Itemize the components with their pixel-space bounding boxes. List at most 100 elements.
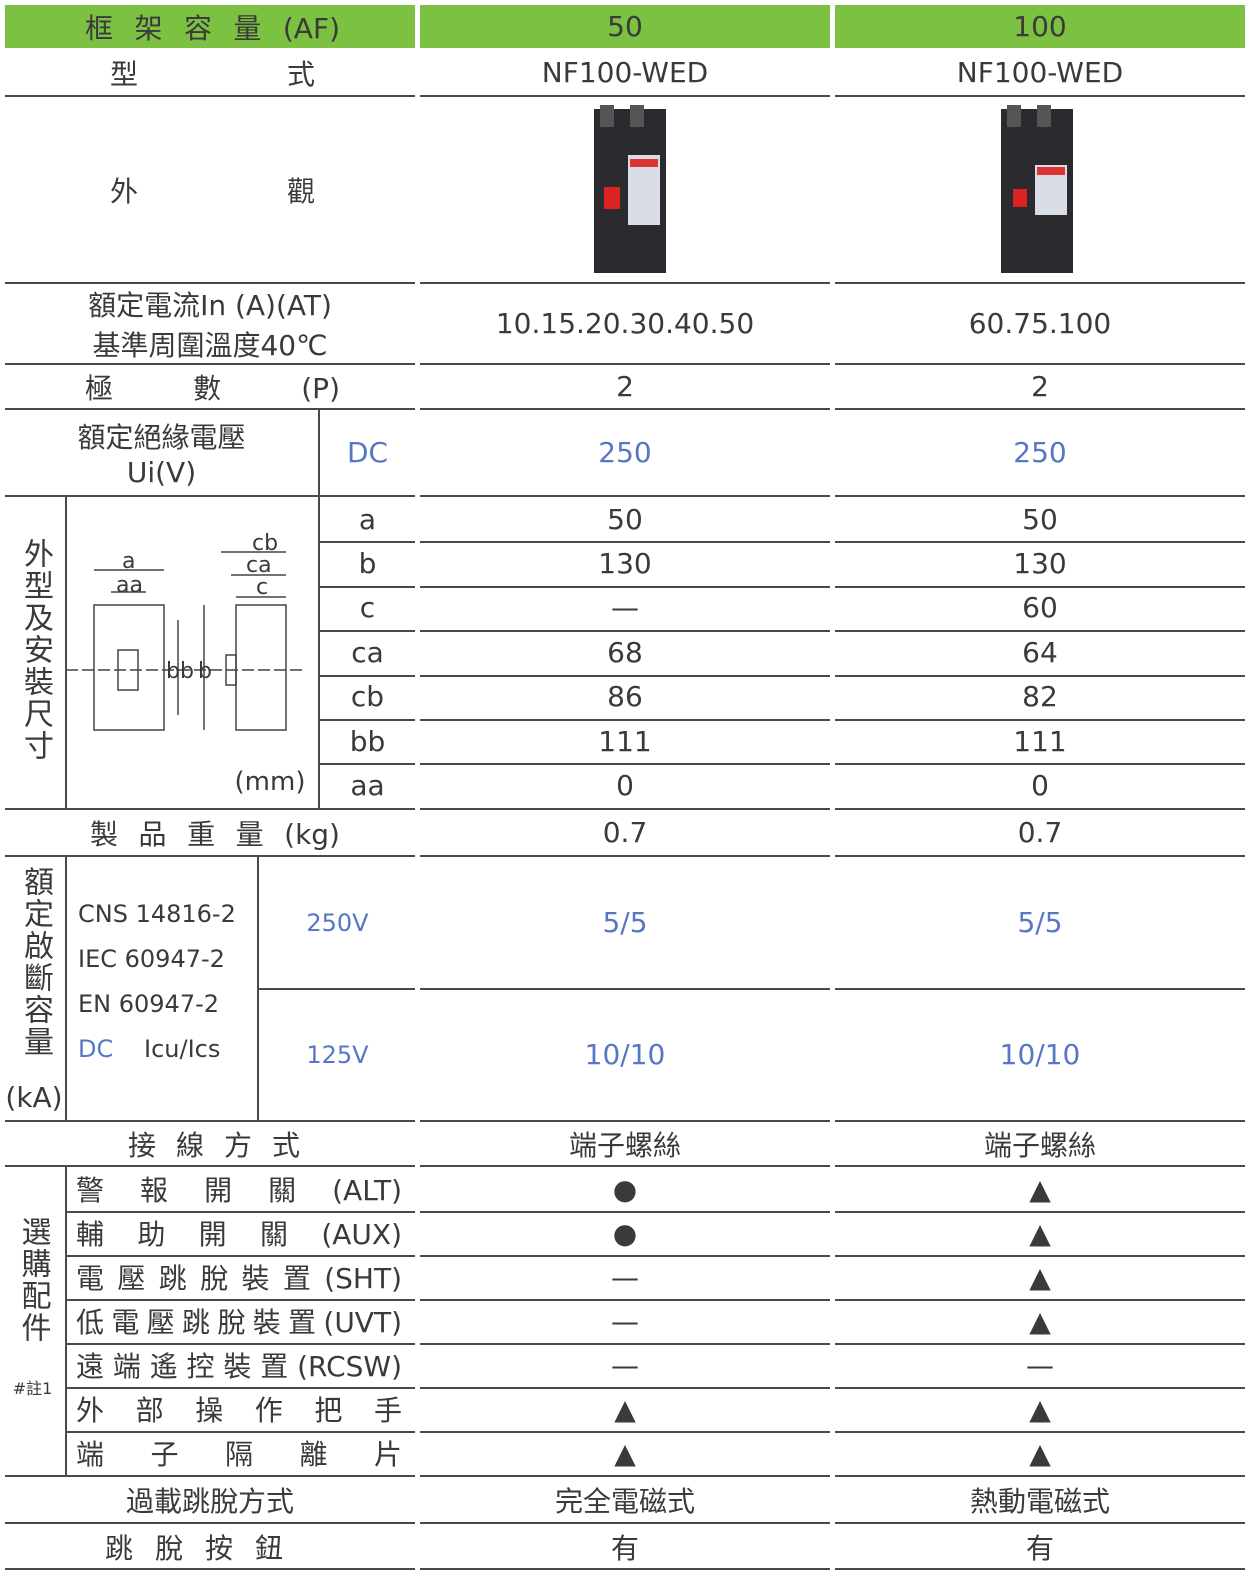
row-label-text: 外 部 操 作 把 手	[76, 1394, 402, 1427]
ratio-label: Icu/Ics	[144, 1027, 254, 1071]
value-text: 50	[1022, 502, 1058, 536]
value-text: 0.7	[1017, 816, 1063, 849]
rule	[420, 1568, 830, 1570]
value: NF100-WED	[420, 50, 830, 95]
rule	[5, 808, 415, 810]
value: 10/10	[835, 989, 1245, 1120]
rule	[420, 495, 830, 497]
row-label: 額定電流In (A)(AT) 基準周圍溫度40℃	[5, 285, 415, 362]
row-label-text: 輔 助 開 關 (AUX)	[76, 1218, 402, 1251]
unit: (mm)	[230, 760, 310, 804]
value-text: 5/5	[602, 906, 648, 939]
value-text: 60.75.100	[968, 307, 1112, 340]
label-line: Ui(V)	[126, 456, 197, 489]
row-label: 外 觀	[110, 97, 315, 282]
unit-text: (kA)	[5, 1080, 63, 1114]
value: NF100-WED	[835, 50, 1245, 95]
rule	[835, 1343, 1245, 1345]
value: 86	[420, 675, 830, 719]
rule	[420, 763, 830, 766]
vertical-label: 外型及安裝尺寸	[5, 500, 65, 800]
value: 60.75.100	[835, 285, 1245, 362]
rule	[66, 1343, 415, 1345]
value: 0	[835, 763, 1245, 807]
rule	[420, 630, 830, 633]
rule	[835, 674, 1245, 677]
value-text: 60	[1022, 591, 1058, 625]
rule	[420, 541, 830, 544]
divider	[65, 1167, 67, 1475]
rule	[835, 495, 1245, 497]
rule	[835, 1522, 1245, 1524]
rule	[420, 1431, 830, 1433]
value-text: ●	[612, 1172, 638, 1206]
sub-label: b	[320, 541, 415, 585]
rule	[835, 855, 1245, 857]
value: ▲	[835, 1255, 1245, 1299]
row-label-text: 框 架 容 量 (AF)	[85, 11, 340, 45]
value: 68	[420, 630, 830, 674]
rule	[420, 1343, 830, 1345]
value: —	[420, 586, 830, 630]
value: ▲	[835, 1167, 1245, 1211]
sub-label: cb	[320, 675, 415, 719]
rule	[835, 408, 1245, 410]
value: 50	[420, 497, 830, 541]
rule	[5, 95, 415, 97]
voltage-text: 250V	[306, 908, 369, 937]
value-text: 5/5	[1017, 906, 1063, 939]
rule	[420, 282, 830, 284]
rule	[5, 855, 415, 857]
rule	[835, 1120, 1245, 1122]
rule	[835, 95, 1245, 97]
value-text: —	[611, 1260, 639, 1294]
row-label-text: 過載跳脫方式	[125, 1485, 294, 1518]
rule	[420, 808, 830, 810]
ratio-label-text: Icu/Ics	[144, 1035, 221, 1063]
row-label: 低電壓跳脫裝置(UVT)	[76, 1299, 402, 1343]
rule	[835, 1568, 1245, 1570]
rule	[5, 408, 415, 410]
value: 100	[835, 5, 1245, 48]
value: —	[420, 1299, 830, 1343]
row-label: 型 式	[110, 50, 315, 95]
dim-label: a	[122, 549, 135, 574]
rule	[66, 1255, 415, 1257]
rule	[835, 1299, 1245, 1301]
vertical-label-text: 選購配件	[15, 1216, 51, 1344]
value: 10.15.20.30.40.50	[420, 285, 830, 362]
value-text: ▲	[1029, 1436, 1051, 1470]
row-label-text: 外 觀	[110, 174, 315, 208]
row-label: 端 子 隔 離 片	[76, 1431, 402, 1475]
row-label: 框 架 容 量 (AF)	[85, 5, 340, 48]
rule	[420, 1255, 830, 1257]
rule	[835, 585, 1245, 588]
sub-label-text: bb	[349, 724, 386, 758]
divider	[65, 497, 67, 808]
breaker-photo	[1001, 105, 1073, 273]
value-text: 68	[607, 635, 643, 669]
vertical-label: 選購配件	[5, 1210, 60, 1350]
value: ●	[420, 1211, 830, 1255]
sub-label: DC	[320, 410, 415, 495]
rule	[835, 1387, 1245, 1389]
value: 2	[420, 365, 830, 408]
sub-label-text: c	[359, 591, 376, 625]
value-text: NF100-WED	[956, 56, 1124, 89]
value: 有	[835, 1525, 1245, 1568]
value: —	[835, 1343, 1245, 1387]
row-label: 警 報 開 關 (ALT)	[76, 1167, 402, 1211]
value-text: ▲	[614, 1392, 636, 1426]
value-text: 111	[598, 724, 652, 758]
row-label-text: 製 品 重 量 (kg)	[90, 817, 340, 851]
value: 完全電磁式	[420, 1478, 830, 1522]
row-label-text: 警 報 開 關 (ALT)	[76, 1174, 402, 1207]
rule	[420, 585, 830, 588]
value-text: 端子螺絲	[983, 1128, 1096, 1162]
rule	[835, 363, 1245, 365]
value-text: ▲	[1029, 1216, 1051, 1250]
sub-label-text: ca	[351, 635, 384, 669]
rule	[835, 763, 1245, 766]
rule	[5, 363, 415, 365]
value: 50	[835, 497, 1245, 541]
